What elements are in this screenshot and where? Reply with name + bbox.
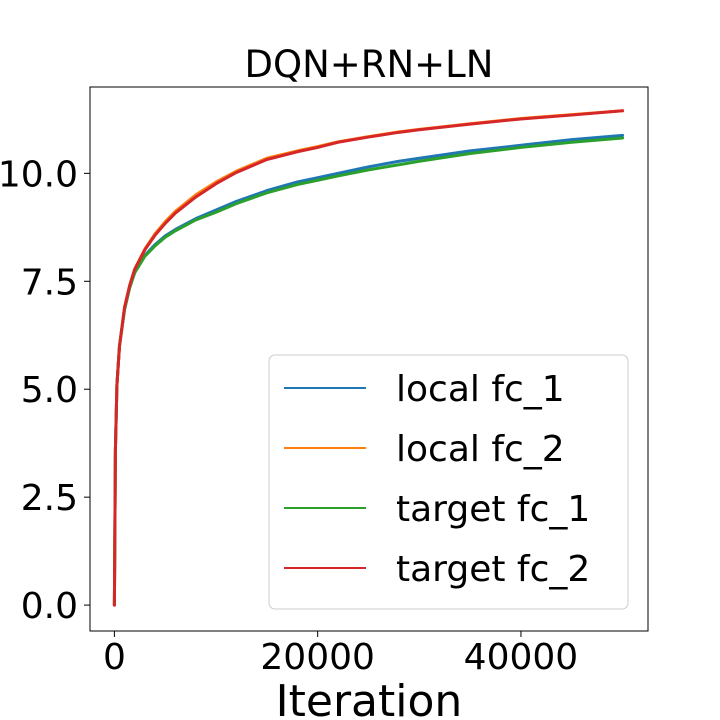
y-tick-label: 7.5 [21, 262, 78, 303]
chart-title: DQN+RN+LN [245, 43, 494, 86]
x-tick-label: 40000 [464, 637, 579, 678]
x-axis: 0 20000 40000 [103, 631, 578, 678]
plot-frame [89, 86, 649, 632]
y-tick-label: 10.0 [0, 154, 78, 195]
x-axis-label: Iteration [276, 676, 463, 720]
legend-label: local fc_1 [396, 369, 565, 410]
legend-label: local fc_2 [396, 429, 565, 470]
y-tick-label: 2.5 [21, 478, 78, 519]
series-layer [112, 109, 625, 607]
legend-frame [268, 354, 629, 610]
x-tick-label: 20000 [260, 637, 375, 678]
legend-label: target fc_2 [396, 549, 590, 590]
y-tick-label: 5.0 [21, 370, 78, 411]
series-line-4 [112, 109, 625, 607]
y-axis: 0.0 2.5 5.0 7.5 10.0 [0, 154, 90, 627]
legend-label: target fc_1 [396, 489, 590, 530]
y-tick-label: 0.0 [21, 586, 78, 627]
x-tick-label: 0 [103, 637, 126, 678]
